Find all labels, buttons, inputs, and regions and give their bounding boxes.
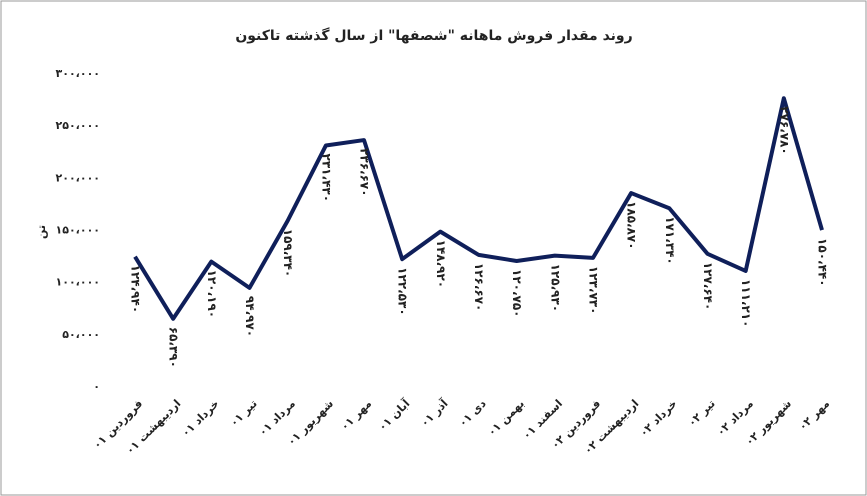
- value-label: ۱۲۴،۹۴۰: [129, 265, 143, 314]
- value-label: ۶۵،۳۹۰: [167, 327, 181, 368]
- data-line: [133, 96, 824, 321]
- value-label: ۱۱۱،۲۱۰: [739, 279, 753, 328]
- value-label: ۱۲۳،۷۳۰: [587, 266, 601, 315]
- y-tick-label: ۲۵۰،۰۰۰: [56, 119, 100, 132]
- value-label: ۱۲۶،۶۷۰: [472, 263, 486, 312]
- value-label: ۲۳۱،۴۳۰: [319, 154, 333, 203]
- value-label: ۲۳۶،۶۷۰: [358, 148, 372, 197]
- value-label: ۲۷۶،۷۸۰: [777, 106, 791, 155]
- y-tick-label: ۲۰۰،۰۰۰: [56, 171, 100, 184]
- value-label: ۱۵۹،۳۴۰: [281, 229, 295, 278]
- value-label: ۱۲۷،۶۴۰: [701, 262, 715, 311]
- chart-title: روند مقدار فروش ماهانه "شصفها" از سال گذ…: [235, 27, 632, 44]
- value-label: ۱۲۰،۱۹۰: [205, 270, 219, 319]
- value-label: ۱۲۵،۹۳۰: [548, 264, 562, 313]
- value-label: ۹۴،۹۷۰: [243, 296, 257, 337]
- value-label: ۱۲۰،۷۵۰: [510, 269, 524, 318]
- value-label: ۱۸۵،۸۷۰: [625, 201, 639, 250]
- y-tick-label: ۰: [93, 380, 100, 393]
- y-tick-label: ۳۰۰،۰۰۰: [56, 67, 100, 80]
- value-label: ۱۷۱،۳۴۰: [663, 216, 677, 265]
- y-axis-label: تن: [35, 225, 48, 239]
- y-tick-label: ۱۰۰،۰۰۰: [56, 276, 100, 289]
- value-label: ۱۴۸،۹۲۰: [434, 240, 448, 289]
- y-tick-label: ۱۵۰،۰۰۰: [56, 224, 100, 237]
- y-tick-label: ۵۰،۰۰۰: [62, 328, 100, 341]
- value-label: ۱۲۲،۵۳۰: [396, 267, 410, 316]
- value-label: ۱۵۰،۴۴۰: [816, 238, 830, 287]
